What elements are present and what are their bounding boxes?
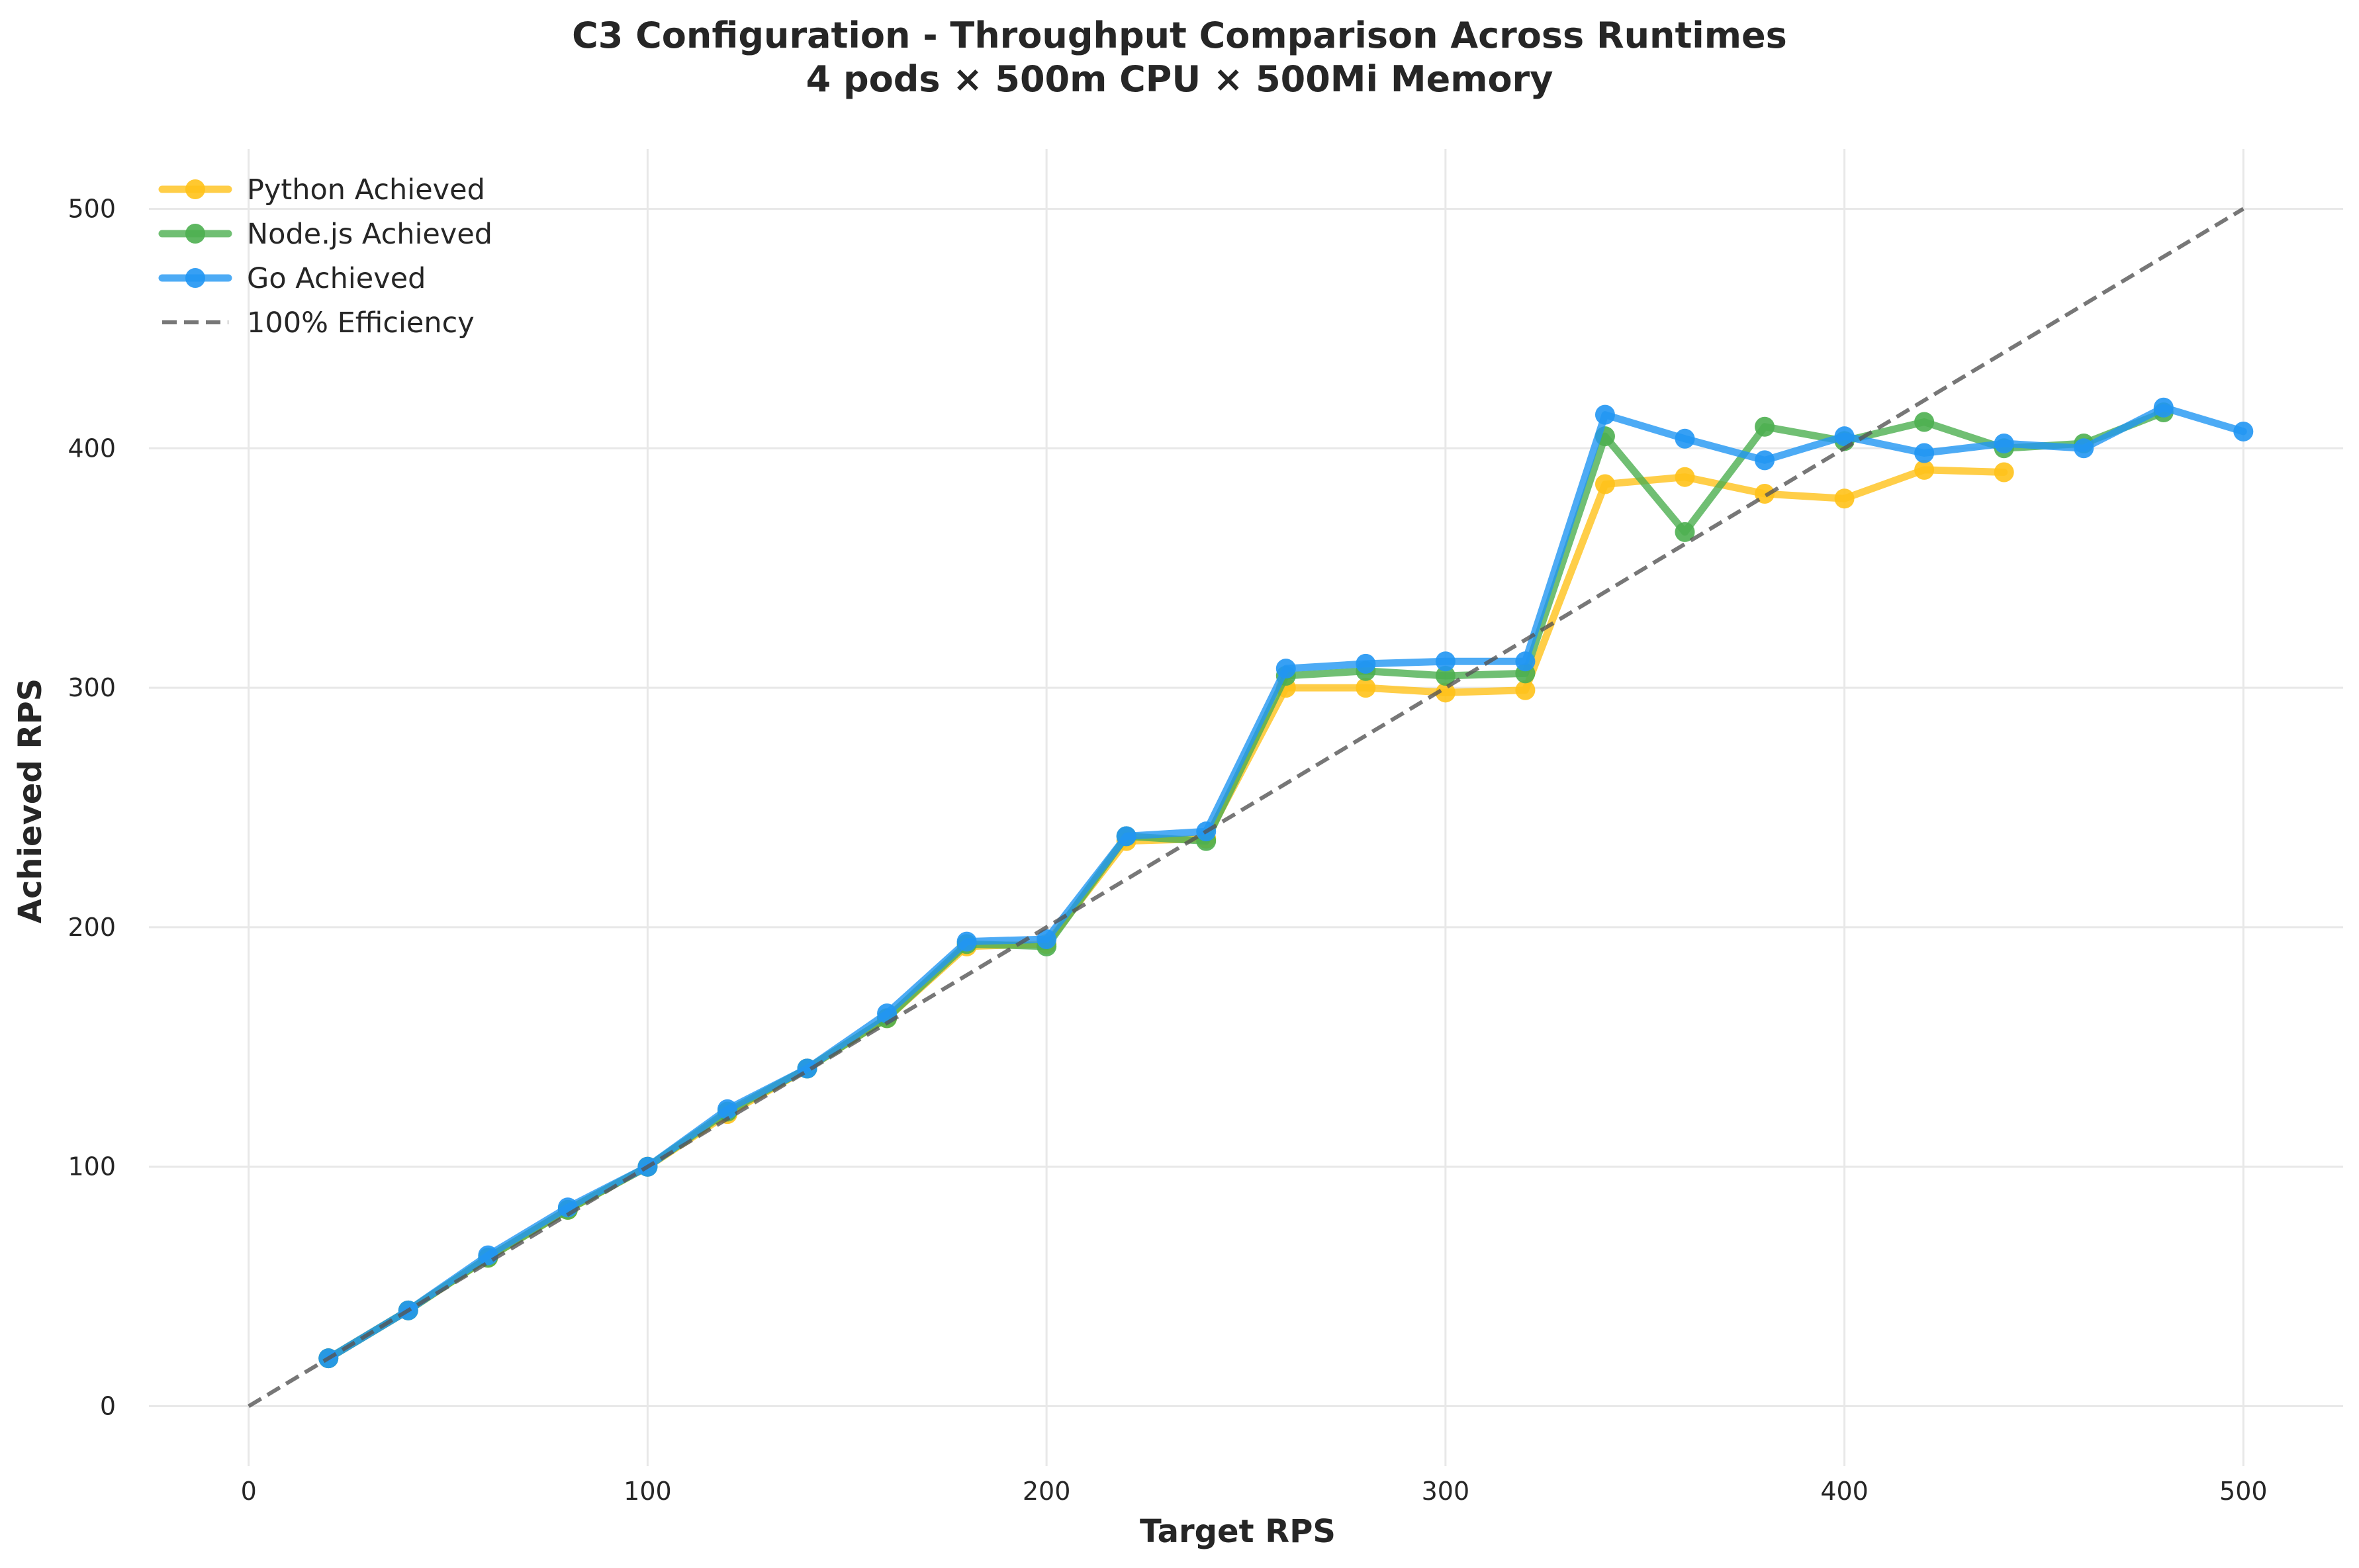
data-point bbox=[1356, 678, 1376, 698]
series-go-achieved bbox=[318, 397, 2254, 1369]
data-point bbox=[1675, 428, 1695, 449]
data-point bbox=[956, 931, 977, 952]
x-tick-label: 500 bbox=[2219, 1477, 2268, 1506]
x-tick-label: 200 bbox=[1023, 1477, 1071, 1506]
data-point bbox=[1834, 426, 1855, 447]
data-point bbox=[1755, 450, 1775, 471]
data-point bbox=[1755, 484, 1775, 504]
legend-swatch-marker bbox=[185, 179, 205, 199]
data-point bbox=[1037, 929, 1057, 949]
legend-label: Go Achieved bbox=[247, 262, 426, 295]
data-point bbox=[1356, 653, 1376, 674]
tick-labels: 0 100 200 300 400 500 0 100 200 300 400 500 bbox=[68, 194, 2267, 1506]
data-point bbox=[1994, 434, 2014, 454]
data-point bbox=[478, 1245, 498, 1266]
data-point bbox=[1595, 474, 1615, 494]
data-point bbox=[1675, 522, 1695, 542]
chart-subtitle: 4 pods × 500m CPU × 500Mi Memory bbox=[806, 58, 1553, 100]
y-tick-label: 200 bbox=[68, 913, 116, 942]
data-point bbox=[1914, 412, 1935, 432]
legend-swatch-marker bbox=[185, 268, 205, 288]
data-point bbox=[1435, 666, 1456, 686]
y-tick-label: 100 bbox=[68, 1152, 116, 1181]
data-point bbox=[1755, 416, 1775, 437]
data-point bbox=[1994, 462, 2014, 483]
y-axis-label: Achieved RPS bbox=[12, 678, 49, 923]
y-tick-label: 300 bbox=[68, 673, 116, 702]
series-line bbox=[324, 466, 2008, 1362]
legend-label: Node.js Achieved bbox=[247, 218, 492, 251]
data-point bbox=[1914, 459, 1935, 480]
data-point bbox=[1116, 826, 1136, 847]
data-point bbox=[2153, 397, 2174, 418]
x-axis-label: Target RPS bbox=[1140, 1513, 1336, 1550]
data-point bbox=[2233, 421, 2254, 441]
series-line bbox=[324, 404, 2247, 1362]
series-100-efficiency bbox=[248, 207, 2244, 1408]
data-point bbox=[1275, 659, 1296, 679]
series-node-js-achieved bbox=[318, 402, 2174, 1369]
efficiency-line bbox=[248, 207, 2244, 1408]
data-point bbox=[2074, 438, 2094, 459]
data-point bbox=[1435, 651, 1456, 672]
data-point bbox=[1675, 467, 1695, 487]
y-tick-label: 500 bbox=[68, 194, 116, 223]
legend-label: Python Achieved bbox=[247, 173, 485, 207]
x-tick-label: 300 bbox=[1422, 1477, 1470, 1506]
legend-label: 100% Efficiency bbox=[247, 306, 475, 340]
legend-swatch-marker bbox=[185, 224, 205, 244]
x-tick-label: 400 bbox=[1820, 1477, 1869, 1506]
grid bbox=[149, 149, 2343, 1466]
data-point bbox=[1595, 404, 1615, 425]
data-point bbox=[717, 1099, 737, 1119]
x-tick-label: 100 bbox=[624, 1477, 672, 1506]
data-point bbox=[1515, 680, 1536, 700]
data-point bbox=[1515, 651, 1536, 672]
series-python-achieved bbox=[318, 459, 2014, 1369]
series-layer bbox=[248, 207, 2254, 1408]
x-tick-label: 0 bbox=[241, 1477, 257, 1506]
data-point bbox=[1914, 443, 1935, 463]
y-tick-label: 0 bbox=[100, 1392, 116, 1421]
chart-title: C3 Configuration - Throughput Comparison… bbox=[572, 15, 1787, 56]
series-line bbox=[324, 408, 2168, 1362]
legend: Python Achieved Node.js Achieved Go Achiev… bbox=[158, 173, 492, 340]
y-tick-label: 400 bbox=[68, 434, 116, 463]
data-point bbox=[1435, 682, 1456, 703]
data-point bbox=[1834, 488, 1855, 509]
